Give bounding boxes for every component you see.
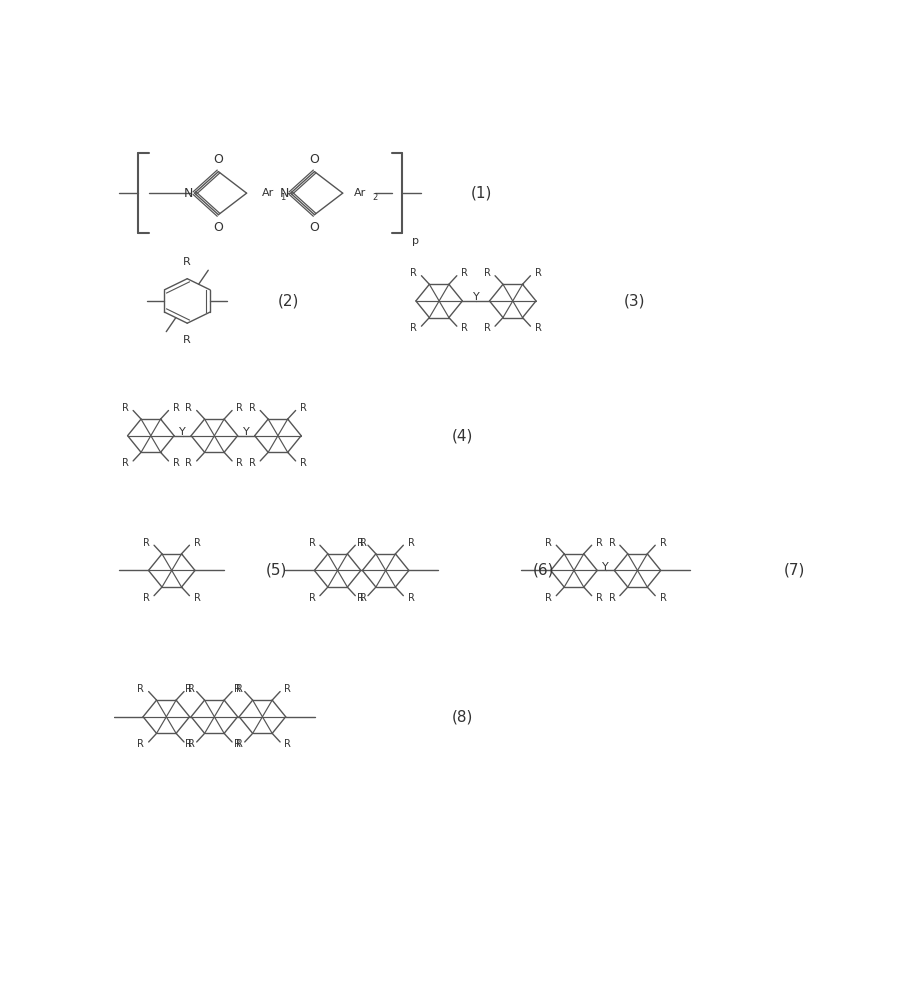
Text: (3): (3): [624, 293, 645, 308]
Text: R: R: [660, 538, 666, 548]
Text: R: R: [461, 268, 468, 278]
Text: R: R: [484, 323, 491, 333]
Text: R: R: [534, 268, 542, 278]
Text: R: R: [143, 538, 150, 548]
Text: Y: Y: [603, 562, 609, 572]
Text: R: R: [173, 403, 180, 413]
Text: (1): (1): [471, 186, 493, 201]
Text: (5): (5): [265, 563, 287, 578]
Text: Y: Y: [473, 292, 479, 302]
Text: R: R: [137, 684, 145, 694]
Text: R: R: [660, 593, 666, 603]
Text: R: R: [234, 684, 240, 694]
Text: R: R: [356, 538, 364, 548]
Text: R: R: [596, 593, 603, 603]
Text: R: R: [184, 257, 191, 267]
Text: R: R: [234, 739, 240, 749]
Text: 2: 2: [373, 193, 378, 202]
Text: R: R: [137, 739, 145, 749]
Text: R: R: [236, 403, 244, 413]
Text: R: R: [236, 684, 244, 694]
Text: R: R: [188, 684, 195, 694]
Text: Y: Y: [243, 427, 250, 437]
Text: Ar: Ar: [262, 188, 274, 198]
Text: R: R: [173, 458, 180, 468]
Text: R: R: [545, 593, 552, 603]
Text: R: R: [122, 403, 129, 413]
Text: R: R: [410, 268, 417, 278]
Text: N: N: [280, 187, 289, 200]
Text: R: R: [300, 403, 307, 413]
Text: R: R: [249, 403, 256, 413]
Text: R: R: [185, 684, 193, 694]
Text: R: R: [407, 593, 415, 603]
Text: R: R: [285, 739, 291, 749]
Text: R: R: [407, 538, 415, 548]
Text: R: R: [609, 538, 615, 548]
Text: R: R: [356, 593, 364, 603]
Text: (6): (6): [533, 563, 554, 578]
Text: O: O: [214, 153, 224, 166]
Text: (8): (8): [452, 709, 473, 724]
Text: R: R: [534, 323, 542, 333]
Text: R: R: [194, 593, 201, 603]
Text: R: R: [410, 323, 417, 333]
Text: (2): (2): [277, 293, 299, 308]
Text: R: R: [309, 538, 315, 548]
Text: O: O: [310, 153, 319, 166]
Text: R: R: [185, 458, 193, 468]
Text: R: R: [300, 458, 307, 468]
Text: R: R: [188, 739, 195, 749]
Text: 1: 1: [280, 193, 285, 202]
Text: R: R: [360, 593, 366, 603]
Text: R: R: [194, 538, 201, 548]
Text: N: N: [184, 187, 193, 200]
Text: R: R: [143, 593, 150, 603]
Text: (7): (7): [784, 563, 804, 578]
Text: Y: Y: [179, 427, 186, 437]
Text: R: R: [360, 538, 366, 548]
Text: R: R: [236, 739, 244, 749]
Text: Ar: Ar: [354, 188, 366, 198]
Text: R: R: [236, 458, 244, 468]
Text: R: R: [484, 268, 491, 278]
Text: R: R: [609, 593, 615, 603]
Text: R: R: [185, 403, 193, 413]
Text: R: R: [249, 458, 256, 468]
Text: R: R: [461, 323, 468, 333]
Text: (4): (4): [452, 428, 473, 443]
Text: R: R: [596, 538, 603, 548]
Text: R: R: [122, 458, 129, 468]
Text: R: R: [545, 538, 552, 548]
Text: R: R: [309, 593, 315, 603]
Text: p: p: [413, 236, 419, 246]
Text: R: R: [285, 684, 291, 694]
Text: R: R: [185, 739, 193, 749]
Text: R: R: [184, 335, 191, 345]
Text: O: O: [214, 221, 224, 234]
Text: O: O: [310, 221, 319, 234]
